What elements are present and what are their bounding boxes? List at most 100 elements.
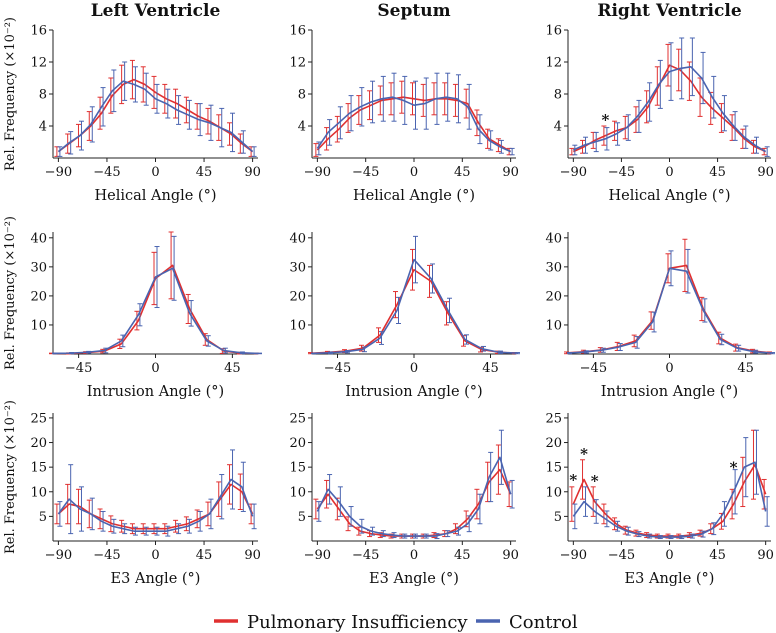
series-line (316, 96, 511, 153)
x-tick-label: −90 (304, 165, 331, 180)
x-tick-label: −45 (352, 548, 379, 563)
y-tick-label: 5 (554, 510, 562, 525)
x-tick-label: 45 (196, 165, 213, 180)
y-tick-label: 16 (545, 24, 562, 39)
x-tick-label: −45 (93, 548, 120, 563)
subplot-3-1: 5 10 15 20 25 −90 −45 0 45 90 E3 Angle (°) Rel. Fre… (3, 400, 261, 587)
y-tick-label: 20 (545, 436, 562, 451)
series-line (567, 264, 772, 354)
x-tick-label: 45 (709, 548, 726, 563)
significance-marker: * (569, 471, 577, 489)
x-tick-label: 45 (224, 361, 241, 376)
series-line (572, 461, 767, 538)
subplot-title: Left Ventricle (91, 1, 221, 21)
x-tick-label: 45 (482, 361, 499, 376)
x-tick-label: −45 (65, 361, 92, 376)
x-tick-label: 90 (244, 165, 261, 180)
series-line (57, 80, 254, 153)
subplot-title: Right Ventricle (597, 1, 741, 21)
y-tick-label: 25 (545, 411, 562, 426)
series-line (316, 96, 512, 153)
y-tick-label: 4 (554, 120, 562, 135)
subplot-3-2: 5 10 15 20 25 −90 −45 0 45 90 E3 Angle (°) (289, 411, 518, 587)
series-pulmonary-insufficiency (569, 43, 767, 156)
significance-marker: * (601, 111, 609, 129)
x-axis-label: E3 Angle (°) (369, 571, 459, 587)
series-line (52, 267, 259, 355)
y-tick-label: 12 (545, 56, 562, 71)
x-axis-label: Intrusion Angle (°) (87, 384, 224, 400)
y-tick-label: 15 (289, 461, 306, 476)
series-control (57, 449, 257, 537)
x-tick-label: 90 (757, 548, 774, 563)
y-axis-label: Rel. Frequency (×10⁻²) (3, 400, 18, 554)
x-tick-label: −90 (560, 548, 587, 563)
y-tick-label: 16 (30, 24, 47, 39)
y-tick-label: 10 (30, 485, 47, 500)
x-tick-label: −45 (93, 165, 120, 180)
x-tick-label: 90 (502, 548, 519, 563)
series-line (316, 468, 512, 537)
x-tick-label: 90 (244, 548, 261, 563)
series-control (311, 235, 520, 355)
significance-marker: * (580, 445, 588, 463)
x-tick-label: −90 (45, 548, 72, 563)
legend-label-pi: Pulmonary Insufficiency (247, 612, 468, 633)
x-tick-label: −90 (304, 548, 331, 563)
x-tick-label: 0 (665, 548, 673, 563)
x-tick-label: 45 (737, 361, 754, 376)
y-tick-label: 12 (30, 56, 47, 71)
y-tick-label: 15 (545, 461, 562, 476)
x-tick-label: 0 (665, 165, 673, 180)
x-tick-label: 0 (410, 361, 418, 376)
y-tick-label: 30 (30, 260, 47, 275)
y-tick-label: 4 (298, 120, 306, 135)
series-control (52, 235, 262, 355)
y-tick-label: 20 (289, 289, 306, 304)
series-line (316, 456, 512, 537)
x-axis-label: Intrusion Angle (°) (345, 384, 482, 400)
y-tick-label: 30 (545, 260, 562, 275)
y-tick-label: 30 (289, 260, 306, 275)
y-tick-label: 10 (545, 318, 562, 333)
y-tick-label: 20 (289, 436, 306, 451)
legend: Pulmonary Insufficiency Control (214, 612, 578, 633)
series-control (316, 72, 515, 156)
y-tick-label: 25 (30, 411, 47, 426)
x-tick-label: 0 (410, 165, 418, 180)
series-pulmonary-insufficiency (54, 464, 254, 535)
y-tick-label: 40 (289, 231, 306, 246)
x-tick-label: 0 (151, 548, 159, 563)
significance-marker: * (730, 459, 738, 477)
x-tick-label: −45 (608, 548, 635, 563)
x-axis-label: Intrusion Angle (°) (601, 384, 738, 400)
series-pulmonary-insufficiency (49, 231, 259, 355)
y-tick-label: 20 (30, 436, 47, 451)
x-axis-label: Helical Angle (°) (353, 188, 475, 204)
x-tick-label: −45 (580, 361, 607, 376)
x-tick-label: −45 (608, 165, 635, 180)
series-line (311, 268, 517, 354)
series-line (57, 478, 254, 532)
x-tick-label: −90 (560, 165, 587, 180)
y-tick-label: 4 (39, 120, 47, 135)
x-tick-label: 90 (502, 165, 519, 180)
y-tick-label: 20 (545, 289, 562, 304)
x-axis-label: Helical Angle (°) (95, 188, 217, 204)
x-tick-label: 0 (410, 548, 418, 563)
y-tick-label: 8 (39, 88, 47, 103)
x-axis-label: Helical Angle (°) (609, 188, 731, 204)
series-pulmonary-insufficiency (313, 80, 512, 157)
series-pulmonary-insufficiency (564, 238, 772, 355)
x-tick-label: 0 (151, 361, 159, 376)
subplot-2-3: 10 20 30 40 −45 0 45 Intrusion Angle (°) (545, 231, 775, 400)
x-tick-label: 0 (151, 165, 159, 180)
x-tick-label: 0 (665, 361, 673, 376)
subplot-1-1: 4 8 12 16 −90 −45 0 45 90 Left Ventricle Helical A… (3, 1, 261, 204)
x-tick-label: 45 (196, 548, 213, 563)
subplot-1-2: 4 8 12 16 −90 −45 0 45 90 Septum Helical Angle (°) (289, 1, 518, 204)
y-tick-label: 16 (289, 24, 306, 39)
